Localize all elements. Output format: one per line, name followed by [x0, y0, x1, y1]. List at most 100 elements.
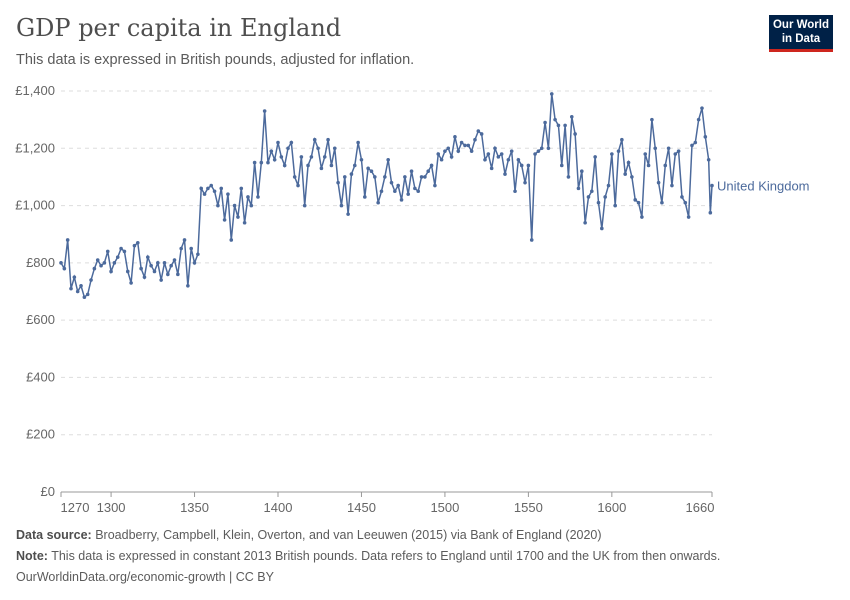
data-point — [179, 246, 183, 251]
data-point — [359, 157, 364, 162]
y-tick-label: £200 — [26, 427, 55, 442]
data-point — [152, 269, 157, 274]
data-point — [646, 163, 651, 168]
x-tick-label: 1550 — [514, 500, 543, 515]
data-point — [590, 189, 594, 194]
data-point — [312, 137, 317, 142]
data-point — [289, 140, 294, 145]
data-point — [236, 215, 240, 219]
y-tick-label: £0 — [41, 484, 55, 499]
data-point — [556, 123, 561, 128]
data-point — [59, 261, 63, 265]
data-point — [483, 157, 487, 162]
chart-title: GDP per capita in England — [16, 14, 342, 42]
data-point — [329, 163, 334, 168]
data-point — [660, 200, 664, 205]
data-point — [242, 220, 247, 225]
data-point — [469, 149, 474, 153]
data-point — [276, 140, 280, 145]
data-point — [342, 175, 347, 179]
data-point — [513, 189, 517, 194]
data-point — [539, 146, 544, 151]
data-point — [366, 166, 370, 171]
data-point — [125, 269, 130, 274]
data-point — [346, 212, 350, 216]
data-point — [349, 172, 354, 176]
x-tick-label: 1400 — [264, 500, 293, 515]
data-point — [476, 129, 481, 133]
data-point — [102, 261, 107, 265]
source-url[interactable]: OurWorldinData.org/economic-growth | CC … — [16, 570, 274, 584]
data-point — [703, 135, 708, 139]
data-point — [112, 261, 117, 265]
data-point — [259, 160, 264, 165]
data-point — [673, 152, 678, 156]
note-text: This data is expressed in constant 2013 … — [51, 549, 721, 563]
data-point — [690, 143, 694, 148]
data-point — [393, 189, 397, 194]
data-point — [182, 238, 187, 242]
data-point — [115, 255, 120, 259]
data-point — [640, 215, 644, 219]
data-point — [439, 157, 444, 162]
data-point — [332, 146, 337, 151]
data-point — [95, 258, 100, 262]
data-point — [322, 155, 327, 159]
data-point — [146, 255, 150, 259]
series-label: United Kingdom — [717, 179, 810, 194]
data-point — [62, 266, 67, 271]
data-point — [529, 238, 534, 242]
data-point — [546, 146, 551, 151]
data-point — [559, 163, 564, 168]
data-point — [85, 292, 90, 297]
data-point — [232, 203, 237, 208]
data-point — [119, 246, 123, 251]
data-point — [676, 149, 681, 153]
data-point — [406, 192, 411, 196]
data-point — [169, 263, 173, 268]
data-point — [316, 146, 320, 151]
data-point — [226, 192, 230, 196]
data-point — [282, 163, 287, 168]
data-point — [666, 146, 671, 151]
data-point — [326, 137, 330, 142]
data-point — [616, 149, 621, 153]
x-tick-label: 1300 — [97, 500, 126, 515]
data-point — [710, 183, 714, 188]
data-point — [600, 226, 604, 231]
y-tick-label: £600 — [26, 312, 55, 327]
chart-subtitle: This data is expressed in British pounds… — [16, 52, 415, 68]
x-tick-label: 1660 — [686, 500, 715, 515]
data-point — [526, 163, 531, 168]
data-point — [135, 241, 140, 245]
data-point — [656, 180, 661, 185]
data-point — [109, 269, 113, 274]
source-label: Data source: — [16, 528, 92, 542]
data-point — [566, 175, 571, 179]
data-point — [686, 215, 691, 219]
data-point — [543, 120, 547, 125]
data-point — [419, 175, 424, 179]
data-point — [549, 92, 554, 96]
data-point — [563, 123, 567, 128]
data-point — [176, 272, 180, 277]
data-point — [459, 140, 464, 145]
data-point — [306, 163, 310, 168]
data-point — [212, 189, 217, 194]
data-point — [75, 289, 80, 294]
owid-logo[interactable]: Our World in Data — [769, 15, 833, 52]
data-point — [65, 238, 70, 242]
data-point — [453, 135, 457, 139]
data-point — [156, 261, 160, 265]
data-point — [239, 186, 244, 191]
data-point — [279, 155, 284, 159]
note: Note: This data is expressed in constant… — [16, 549, 720, 563]
data-point — [105, 249, 110, 254]
data-point — [376, 200, 380, 205]
data-point — [139, 266, 143, 271]
data-point — [413, 186, 417, 191]
data-point — [82, 295, 87, 300]
data-point — [72, 275, 77, 279]
y-tick-label: £1,400 — [15, 83, 55, 98]
